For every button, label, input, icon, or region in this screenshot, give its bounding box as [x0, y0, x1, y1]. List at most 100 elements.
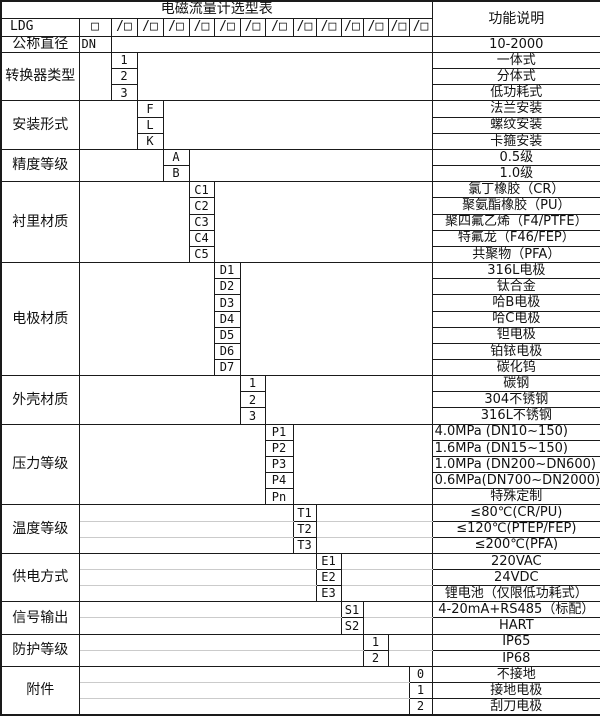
description-cell: 锂电池（仅限低功耗式）	[431, 585, 600, 603]
description-cell: 24VDC	[431, 569, 600, 587]
category-label: 安装形式	[1, 100, 80, 150]
description-cell: 聚氨酯橡胶（PU）	[431, 197, 600, 215]
code-slot-box: □	[78, 17, 112, 37]
table-row: 转换器类型 1 一体式	[1, 51, 600, 102]
description-cell: 钛合金	[431, 278, 600, 296]
code-cell: F	[136, 100, 164, 118]
table-row: 衬里材质 C1 氯丁橡胶（CR）	[1, 181, 600, 264]
filler-cell	[265, 407, 433, 425]
filler-cell	[79, 327, 214, 343]
table-row: 温度等级 T1 ≤80℃(CR/PU)	[1, 504, 600, 554]
filler-cell	[293, 424, 432, 440]
filler-cell	[240, 279, 432, 295]
filler-cell	[79, 456, 265, 472]
table-row: 3 低功耗式	[1, 84, 600, 102]
filler-cell	[316, 504, 433, 522]
table-row: 1 接地电极	[1, 682, 600, 700]
table-row: L 螺纹安装	[1, 116, 600, 134]
filler-cell	[79, 407, 240, 425]
description-cell: 聚四氟乙烯（F4/PTFE）	[431, 214, 600, 231]
filler-cell	[240, 311, 432, 327]
code-cell: 1	[239, 375, 266, 393]
category-label: 防护等级	[1, 633, 80, 667]
description-cell: IP68	[431, 650, 600, 667]
code-cell: D7	[213, 358, 241, 377]
table-row: 2 分体式	[1, 68, 600, 86]
filler-cell	[79, 117, 137, 133]
table-row: P3 1.0MPa (DN200~DN600)	[1, 455, 600, 474]
filler-cell	[341, 553, 433, 571]
filler-cell	[79, 585, 316, 603]
description-cell: 4.0MPa (DN10~150)	[431, 424, 600, 441]
filler-cell	[163, 101, 432, 117]
description-cell: 一体式	[431, 52, 600, 70]
filler-cell	[293, 440, 432, 456]
description-cell: 铂铱电极	[431, 343, 600, 360]
table-row: T2 ≤120℃(PTEP/FEP)	[1, 520, 600, 538]
table-row: 2 IP68	[1, 649, 600, 667]
description-cell: 316L电极	[431, 262, 600, 280]
description-cell: 1.6MPa (DN15~150)	[431, 440, 600, 457]
filler-cell	[79, 263, 214, 279]
filler-cell	[388, 650, 433, 667]
filler-cell	[79, 311, 214, 327]
code-cell: D6	[213, 342, 241, 360]
code-cell: 1	[408, 682, 433, 700]
description-cell: IP65	[431, 634, 600, 651]
filler-cell	[79, 650, 363, 667]
filler-cell	[214, 198, 432, 214]
code-slot-box: /□	[362, 17, 389, 37]
code-cell: E3	[315, 585, 342, 603]
filler-cell	[79, 682, 409, 700]
code-slot-box: /□	[213, 17, 241, 37]
filler-cell	[189, 165, 433, 183]
code-cell: P3	[264, 455, 294, 474]
function-column-header: 功能说明	[431, 1, 600, 37]
code-cell: C4	[188, 229, 215, 247]
category-label: 电极材质	[1, 262, 80, 377]
table-row: T3 ≤200℃(PFA)	[1, 536, 600, 554]
code-cell: C5	[188, 245, 215, 264]
filler-cell	[363, 601, 433, 619]
filler-cell	[79, 601, 341, 619]
description-cell: 接地电极	[431, 682, 600, 700]
code-cell: 2	[110, 68, 138, 86]
code-cell: 0	[408, 665, 433, 684]
filler-cell	[316, 521, 433, 538]
code-cell: Pn	[264, 488, 294, 506]
description-cell: 特殊定制	[431, 488, 600, 506]
code-cell: S2	[340, 617, 364, 635]
filler-cell	[79, 537, 293, 554]
category-label: 温度等级	[1, 504, 80, 554]
filler-cell	[293, 488, 433, 506]
table-row: D4 哈C电极	[1, 310, 600, 328]
code-cell: D3	[213, 294, 241, 312]
category-label: 衬里材质	[1, 181, 80, 264]
filler-cell	[79, 165, 163, 183]
table-row: 防护等级 1 IP65	[1, 633, 600, 667]
filler-cell	[341, 569, 433, 587]
description-cell: 0.5级	[431, 149, 600, 167]
table-row: 精度等级 A 0.5级	[1, 148, 600, 183]
table-row: 外壳材质 1 碳钢	[1, 375, 600, 425]
code-cell: T3	[292, 536, 317, 554]
filler-cell	[163, 117, 432, 133]
filler-cell	[189, 149, 432, 165]
filler-cell	[79, 569, 316, 587]
filler-cell	[79, 392, 240, 408]
filler-cell	[137, 84, 433, 102]
filler-cell	[79, 343, 214, 359]
description-cell: 分体式	[431, 68, 600, 86]
filler-cell	[79, 69, 111, 85]
filler-cell	[214, 246, 433, 264]
filler-cell	[79, 440, 265, 456]
table-row: 供电方式 E1 220VAC	[1, 552, 600, 603]
description-cell: 1.0MPa (DN200~DN600)	[431, 456, 600, 474]
category-label: 精度等级	[1, 148, 80, 183]
filler-cell	[79, 553, 316, 571]
code-cell: C1	[188, 181, 215, 199]
category-label: 公称直径	[1, 35, 80, 54]
table-row: D5 钽电极	[1, 326, 600, 344]
filler-cell	[79, 634, 363, 651]
